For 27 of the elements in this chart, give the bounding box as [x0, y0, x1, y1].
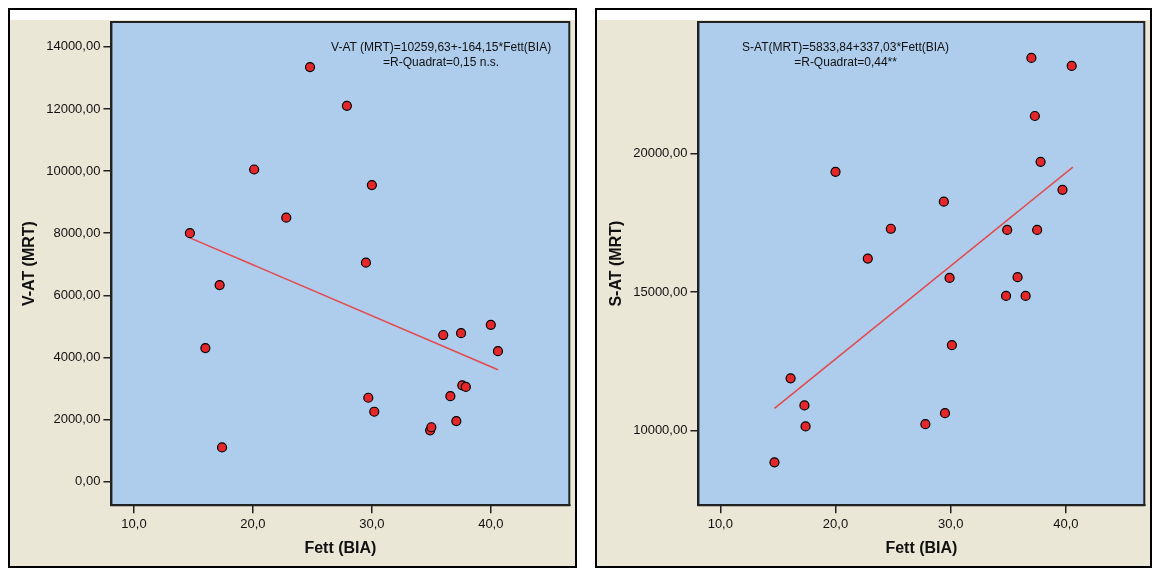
y-tick-label: 0,00 — [75, 473, 101, 489]
x-tick-label: 40,0 — [478, 515, 504, 531]
y-tick-label: 12000,00 — [46, 100, 101, 116]
annotation: =R-Quadrat=0,44** — [794, 55, 898, 70]
y-tick-label: 2000,00 — [53, 411, 101, 427]
x-tick-label: 20,0 — [822, 515, 849, 531]
y-tick-label: 4000,00 — [53, 348, 101, 364]
x-axis-title: Fett (BIA) — [304, 538, 377, 556]
x-tick-label: 40,0 — [1053, 515, 1079, 531]
x-tick-label: 10,0 — [707, 515, 733, 531]
annotation: V-AT (MRT)=10259,63+-164,15*Fett(BIA) — [331, 40, 552, 55]
y-tick-label: 20000,00 — [633, 145, 688, 161]
x-tick-label: 30,0 — [359, 515, 385, 531]
x-axis-title: Fett (BIA) — [885, 538, 958, 556]
x-tick-label: 30,0 — [938, 515, 964, 531]
y-tick-label: 10000,00 — [46, 162, 101, 178]
x-tick-label: 10,0 — [121, 515, 147, 531]
y-tick-label: 15000,00 — [633, 283, 688, 299]
x-tick-label: 20,0 — [240, 515, 266, 531]
annotation: S-AT(MRT)=5833,84+337,03*Fett(BIA) — [742, 40, 950, 55]
y-tick-label: 8000,00 — [53, 224, 101, 240]
y-tick-label: 10000,00 — [633, 421, 688, 437]
y-tick-label: 6000,00 — [53, 286, 101, 302]
y-tick-label: 14000,00 — [46, 38, 101, 54]
annotation: =R-Quadrat=0,15 n.s. — [383, 55, 500, 70]
y-axis-title: V-AT (MRT) — [20, 221, 38, 307]
y-axis-title: S-AT (MRT) — [607, 220, 625, 307]
